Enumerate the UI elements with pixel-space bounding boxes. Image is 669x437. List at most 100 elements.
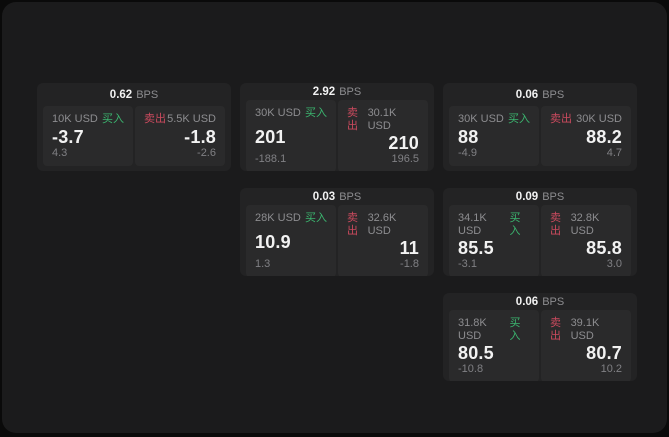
- buy-panel[interactable]: 30K USD 买入 201 -188.1: [246, 100, 336, 171]
- buy-side-label: 买入: [305, 107, 327, 119]
- sell-panel[interactable]: 卖出 30K USD 88.2 4.7: [541, 106, 631, 166]
- card-header: 0.06 BPS: [443, 293, 637, 308]
- buy-panel[interactable]: 30K USD 买入 88 -4.9: [449, 106, 539, 166]
- buy-side-label: 买入: [509, 212, 521, 237]
- sell-panel[interactable]: 卖出 5.5K USD -1.8 -2.6: [135, 106, 225, 166]
- sell-panel[interactable]: 卖出 32.6K USD 11 -1.8: [338, 205, 428, 276]
- buy-amount: 34.1K USD: [458, 212, 487, 237]
- sell-amount: 30.1K USD: [367, 107, 397, 132]
- cards-grid: 0.62 BPS 10K USD 买入 -3.7 4.3 卖出 5.5K USD…: [37, 83, 637, 381]
- sell-price: 88.2: [586, 126, 622, 147]
- sell-panel[interactable]: 卖出 30.1K USD 210 196.5: [338, 100, 428, 171]
- buy-sub-value: -3.1: [458, 258, 477, 270]
- sell-side-label: 卖出: [347, 107, 358, 132]
- sell-panel-top: 卖出 32.8K USD: [550, 212, 622, 238]
- buy-sub-value: -4.9: [458, 147, 477, 159]
- quote-card: 2.92 BPS 30K USD 买入 201 -188.1 卖出 30.1K …: [240, 83, 434, 171]
- quote-panels: 30K USD 买入 88 -4.9 卖出 30K USD 88.2 4.7: [443, 104, 637, 171]
- buy-panel-top: 30K USD 买入: [458, 113, 530, 126]
- buy-panel[interactable]: 28K USD 买入 10.9 1.3: [246, 205, 336, 276]
- buy-amount: 30K USD: [255, 107, 301, 119]
- sell-sub-value: -2.6: [197, 147, 216, 159]
- card-header: 0.03 BPS: [240, 188, 434, 203]
- buy-panel-top: 10K USD 买入: [52, 113, 124, 126]
- sell-panel[interactable]: 卖出 39.1K USD 80.7 10.2: [541, 310, 631, 381]
- buy-amount: 10K USD: [52, 113, 98, 125]
- buy-price: 201: [255, 126, 286, 147]
- buy-panel-top: 34.1K USD 买入: [458, 212, 530, 238]
- sell-panel-top: 卖出 5.5K USD: [144, 113, 216, 126]
- sell-side-label: 卖出: [550, 212, 561, 237]
- buy-price: 10.9: [255, 231, 291, 252]
- buy-sub-value: 4.3: [52, 147, 68, 159]
- sell-price: 85.8: [586, 238, 622, 258]
- bps-value: 0.09: [515, 191, 539, 203]
- bps-suffix-label: BPS: [339, 191, 362, 203]
- buy-price: 85.5: [458, 238, 494, 258]
- bps-value: 0.06: [515, 89, 539, 101]
- quote-panels: 28K USD 买入 10.9 1.3 卖出 32.6K USD 11 -1.8: [240, 203, 434, 276]
- sell-side-label: 卖出: [550, 317, 561, 342]
- buy-panel-top: 30K USD 买入: [255, 107, 327, 120]
- sell-amount: 32.8K USD: [570, 212, 600, 237]
- sell-sub-value: 4.7: [606, 147, 622, 159]
- buy-side-label: 买入: [509, 317, 521, 342]
- quote-panels: 30K USD 买入 201 -188.1 卖出 30.1K USD 210 1…: [240, 98, 434, 171]
- quote-panels: 31.8K USD 买入 80.5 -10.8 卖出 39.1K USD 80.…: [443, 308, 637, 381]
- sell-sub-value: 196.5: [391, 153, 419, 165]
- quote-card: 0.06 BPS 30K USD 买入 88 -4.9 卖出 30K USD 8…: [443, 83, 637, 171]
- card-header: 0.06 BPS: [443, 83, 637, 104]
- bps-suffix-label: BPS: [542, 191, 565, 203]
- bps-suffix-label: BPS: [339, 86, 362, 98]
- card-header: 0.09 BPS: [443, 188, 637, 203]
- sell-price: 80.7: [586, 343, 622, 363]
- sell-sub-value: 3.0: [606, 258, 622, 270]
- quote-card: 0.09 BPS 34.1K USD 买入 85.5 -3.1 卖出 32.8K…: [443, 188, 637, 276]
- buy-price: 88: [458, 126, 479, 147]
- buy-side-label: 买入: [305, 212, 327, 224]
- bps-value: 0.03: [312, 191, 336, 203]
- sell-side-label: 卖出: [550, 113, 572, 125]
- buy-side-label: 买入: [508, 113, 530, 125]
- sell-amount: 39.1K USD: [570, 317, 600, 342]
- buy-price: -3.7: [52, 126, 84, 147]
- buy-amount: 30K USD: [458, 113, 504, 125]
- sell-panel[interactable]: 卖出 32.8K USD 85.8 3.0: [541, 205, 631, 276]
- bps-value: 0.06: [515, 296, 539, 308]
- sell-amount: 32.6K USD: [367, 212, 397, 237]
- bps-suffix-label: BPS: [542, 89, 565, 101]
- card-header: 0.62 BPS: [37, 83, 231, 104]
- sell-price: 210: [388, 133, 419, 153]
- quote-panels: 10K USD 买入 -3.7 4.3 卖出 5.5K USD -1.8 -2.…: [37, 104, 231, 171]
- buy-panel-top: 28K USD 买入: [255, 212, 327, 225]
- sell-panel-top: 卖出 32.6K USD: [347, 212, 419, 238]
- buy-panel-top: 31.8K USD 买入: [458, 317, 530, 343]
- quote-card: 0.03 BPS 28K USD 买入 10.9 1.3 卖出 32.6K US…: [240, 188, 434, 276]
- sell-panel-top: 卖出 30.1K USD: [347, 107, 419, 133]
- buy-side-label: 买入: [102, 113, 124, 125]
- sell-amount: 5.5K USD: [167, 113, 216, 125]
- sell-side-label: 卖出: [144, 113, 166, 125]
- sell-panel-top: 卖出 30K USD: [550, 113, 622, 126]
- sell-price: -1.8: [184, 126, 216, 147]
- sell-side-label: 卖出: [347, 212, 358, 237]
- sell-price: 11: [399, 238, 419, 258]
- sell-amount: 30K USD: [576, 113, 622, 125]
- quote-card: 0.62 BPS 10K USD 买入 -3.7 4.3 卖出 5.5K USD…: [37, 83, 231, 171]
- sell-sub-value: -1.8: [400, 258, 419, 270]
- buy-panel[interactable]: 31.8K USD 买入 80.5 -10.8: [449, 310, 539, 381]
- buy-amount: 28K USD: [255, 212, 301, 224]
- buy-panel[interactable]: 10K USD 买入 -3.7 4.3: [43, 106, 133, 166]
- quote-panels: 34.1K USD 买入 85.5 -3.1 卖出 32.8K USD 85.8…: [443, 203, 637, 276]
- buy-panel[interactable]: 34.1K USD 买入 85.5 -3.1: [449, 205, 539, 276]
- buy-price: 80.5: [458, 343, 494, 363]
- quote-card: 0.06 BPS 31.8K USD 买入 80.5 -10.8 卖出 39.1…: [443, 293, 637, 381]
- sell-panel-top: 卖出 39.1K USD: [550, 317, 622, 343]
- buy-amount: 31.8K USD: [458, 317, 487, 342]
- buy-sub-value: 1.3: [255, 258, 271, 270]
- card-header: 2.92 BPS: [240, 83, 434, 98]
- bps-value: 0.62: [109, 89, 133, 101]
- buy-sub-value: -188.1: [255, 153, 287, 165]
- buy-sub-value: -10.8: [458, 363, 484, 375]
